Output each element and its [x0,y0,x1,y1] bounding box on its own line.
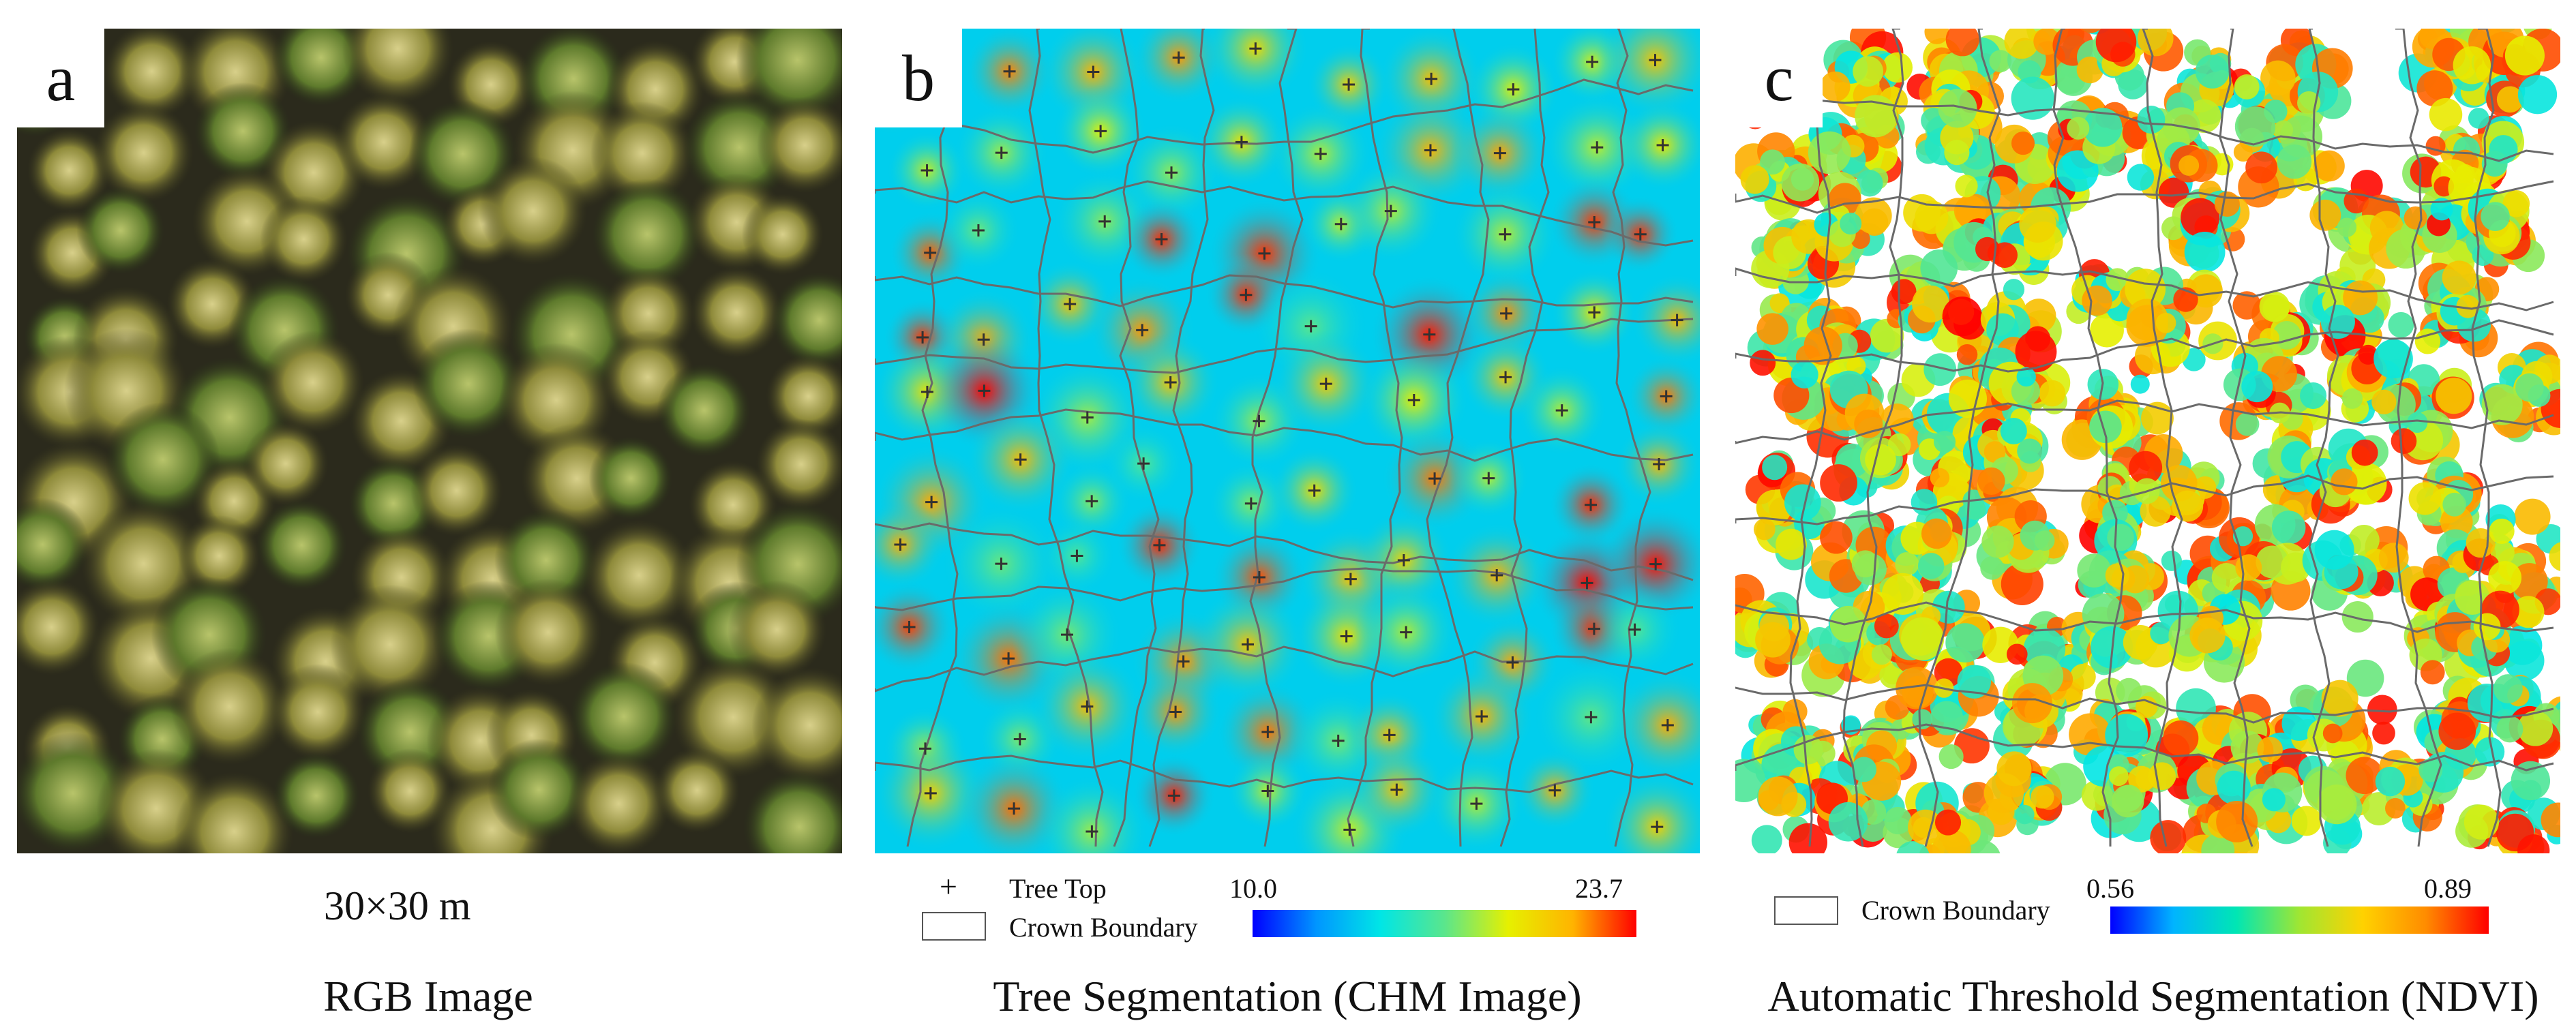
ndvi-segmentation-svg [1735,29,2560,853]
chm-colorbar-max: 23.7 [1575,873,1623,904]
panel-letter-a: a [17,29,104,127]
chm-image [875,29,1700,853]
ndvi-colorbar-max: 0.89 [2424,873,2472,904]
ndvi-image [1735,29,2560,853]
panel-letter-b: b [875,29,962,127]
caption-chm-image: Tree Segmentation (CHM Image) [993,972,1582,1020]
caption-ndvi-image: Automatic Threshold Segmentation (NDVI) [1767,972,2539,1020]
ndvi-colorbar [2110,906,2489,934]
rgb-image [17,29,842,853]
tree-top-legend-label: Tree Top [1009,873,1107,904]
chm-segmentation-svg [875,29,1700,853]
scale-label: 30×30 m [324,883,471,928]
crown-boundary-swatch-c [1774,896,1838,925]
crown-boundary-swatch-b [922,912,986,941]
ndvi-colorbar-min: 0.56 [2086,873,2134,904]
rgb-canopy-svg [17,29,842,853]
panel-letter-c: c [1735,29,1823,127]
crown-boundary-legend-label-c: Crown Boundary [1861,895,2050,926]
caption-rgb-image: RGB Image [323,972,533,1020]
chm-colorbar [1253,910,1636,937]
tree-top-legend-symbol: + [940,869,957,904]
chm-colorbar-min: 10.0 [1229,873,1277,904]
crown-boundary-legend-label-b: Crown Boundary [1009,912,1198,943]
